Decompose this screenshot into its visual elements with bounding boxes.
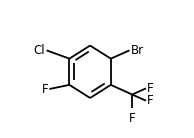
Text: F: F: [41, 83, 48, 95]
Text: F: F: [147, 82, 154, 95]
Text: Cl: Cl: [34, 44, 45, 57]
Text: F: F: [129, 112, 135, 125]
Text: F: F: [147, 94, 154, 107]
Text: Br: Br: [131, 44, 144, 57]
